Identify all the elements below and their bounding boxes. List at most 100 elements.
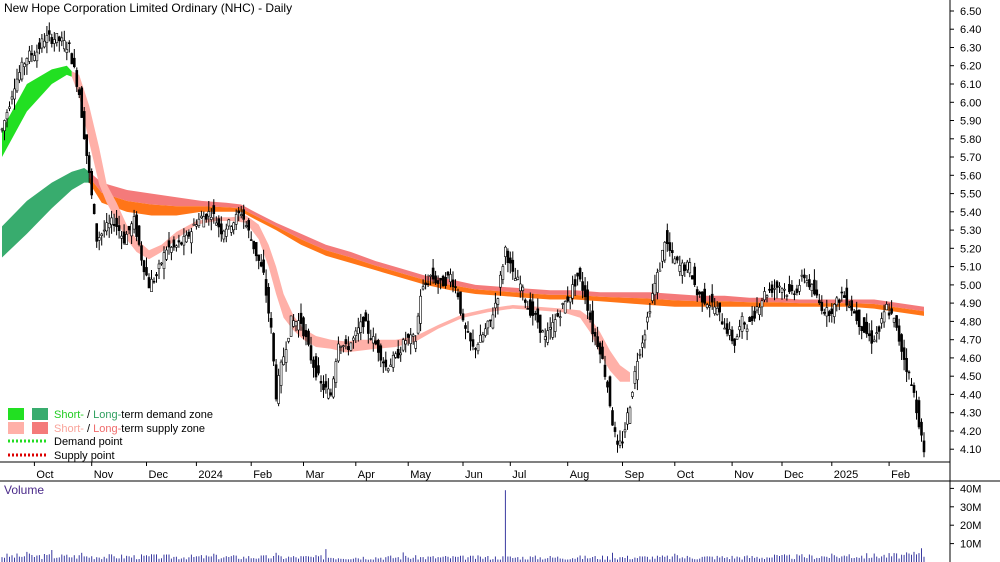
month-label: 2025	[834, 469, 858, 481]
candle-body	[337, 343, 340, 362]
candle-body	[870, 330, 874, 344]
month-label: May	[410, 469, 431, 481]
legend-demand-zone: Short- / Long-term demand zone	[8, 408, 213, 421]
candle-body	[778, 285, 781, 288]
candle-body	[339, 346, 343, 348]
candle	[469, 332, 472, 351]
candle-body	[105, 222, 108, 232]
candle	[533, 310, 537, 321]
candle-body	[783, 288, 786, 291]
candle-body	[459, 291, 462, 314]
candle	[312, 356, 315, 378]
candle-body	[501, 266, 505, 280]
candle	[43, 33, 46, 49]
candle-body	[277, 375, 280, 404]
candle	[175, 244, 178, 252]
month-label: Dec	[149, 469, 169, 481]
candle-body	[920, 421, 923, 436]
candle-body	[803, 274, 806, 279]
candle	[95, 223, 98, 248]
candle	[68, 40, 71, 53]
candle	[703, 282, 707, 306]
candle	[521, 284, 525, 301]
candle	[775, 280, 779, 299]
candle	[601, 340, 604, 360]
candle	[165, 246, 168, 261]
candle	[454, 279, 457, 294]
candle	[678, 255, 682, 277]
month-label: Mar	[306, 469, 325, 481]
candle	[611, 407, 614, 426]
candle	[327, 378, 330, 400]
candle	[215, 216, 218, 226]
candle-body	[354, 330, 358, 336]
candle-body	[411, 334, 415, 337]
candle	[817, 293, 821, 305]
month-label: Feb	[253, 469, 272, 481]
candle	[125, 230, 128, 245]
candle	[200, 210, 203, 219]
candle-body	[877, 326, 881, 332]
candle	[167, 232, 171, 255]
candle-body	[484, 328, 487, 336]
candle	[352, 335, 355, 349]
candle	[73, 49, 76, 69]
candle-body	[720, 321, 724, 325]
candle-body	[167, 240, 171, 248]
legend-long-supply-swatch	[32, 422, 48, 434]
candle-body	[344, 339, 348, 345]
candle	[339, 345, 343, 354]
candle	[304, 324, 308, 346]
candle-body	[608, 376, 612, 407]
candle	[77, 87, 81, 98]
candle-body	[753, 310, 756, 319]
legend-slash: /	[84, 409, 93, 421]
candle	[538, 314, 542, 343]
candle	[297, 313, 300, 338]
candle-body	[80, 87, 83, 118]
candle	[668, 232, 672, 257]
candle-body	[257, 254, 261, 261]
candle-body	[506, 250, 510, 264]
candle-body	[376, 339, 380, 353]
candle-body	[18, 72, 21, 81]
candle-body	[748, 316, 751, 322]
candle-body	[282, 356, 285, 365]
candle	[822, 308, 826, 316]
candle	[157, 259, 161, 279]
candle-body	[668, 242, 672, 251]
candle-body	[347, 346, 350, 350]
price-tick-label: 4.70	[960, 335, 981, 347]
long-term-demand-zone	[2, 168, 90, 258]
candle-body	[10, 96, 14, 100]
candle	[371, 327, 375, 352]
candle-body	[284, 349, 288, 363]
candle-body	[758, 307, 761, 315]
candle	[920, 418, 923, 442]
candle-body	[638, 353, 642, 356]
candle-body	[900, 334, 903, 352]
candle-body	[808, 279, 811, 288]
candle	[82, 107, 86, 140]
legend-slash-2: /	[84, 423, 93, 435]
candle-body	[451, 279, 455, 288]
candle	[394, 351, 398, 359]
candle-body	[725, 323, 729, 334]
candle	[13, 78, 16, 110]
candle-body	[795, 288, 799, 293]
candle-body	[489, 319, 492, 322]
candle	[299, 303, 303, 331]
candle-body	[733, 338, 736, 346]
candle	[758, 303, 761, 321]
candle	[396, 340, 400, 359]
candle	[38, 38, 41, 55]
month-label: Feb	[891, 469, 910, 481]
candle-body	[750, 315, 754, 322]
candle	[685, 259, 689, 273]
candle	[489, 319, 492, 327]
candle-body	[593, 331, 597, 337]
candle	[289, 315, 293, 337]
candle	[543, 328, 547, 348]
candle	[30, 45, 34, 63]
